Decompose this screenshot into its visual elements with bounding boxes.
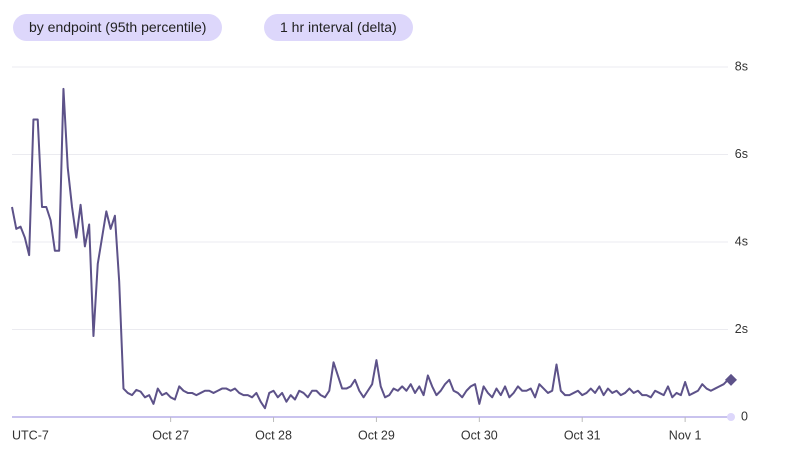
y-tick-label: 8s xyxy=(735,59,748,73)
x-tick-label: Oct 30 xyxy=(461,428,498,442)
y-tick-label: 4s xyxy=(735,234,748,248)
x-axis-label: UTC-7 xyxy=(12,428,49,442)
x-tick-label: Oct 28 xyxy=(255,428,292,442)
line-series xyxy=(11,87,729,410)
x-tick-label: Oct 27 xyxy=(152,428,189,442)
x-tick-label: Oct 29 xyxy=(358,428,395,442)
y-tick-label: 0 xyxy=(741,409,748,423)
last-point-marker xyxy=(725,373,737,386)
group-by-button[interactable]: by endpoint (95th percentile) xyxy=(13,14,223,41)
x-tick-label: Nov 1 xyxy=(669,428,702,442)
interval-button[interactable]: 1 hr interval (delta) xyxy=(264,14,413,41)
x-tick-label: Oct 31 xyxy=(564,428,601,442)
y-tick-label: 2s xyxy=(735,322,748,336)
y-tick-label: 6s xyxy=(735,147,748,161)
end-dot xyxy=(727,413,735,421)
